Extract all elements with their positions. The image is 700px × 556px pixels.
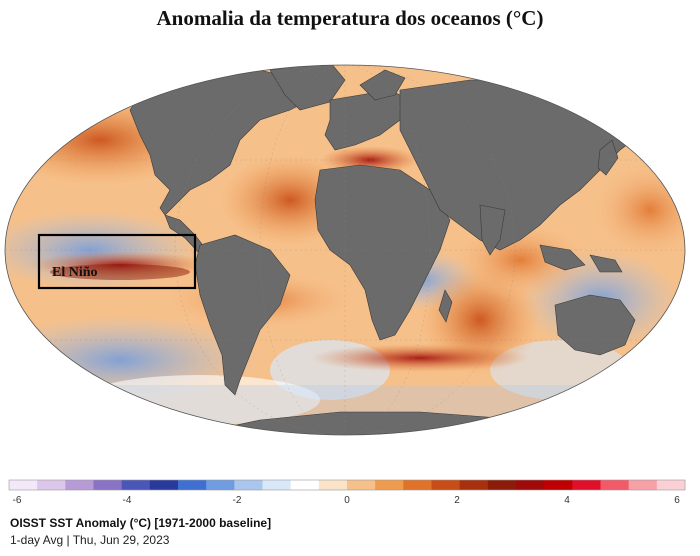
colorbar-frame bbox=[8, 479, 686, 491]
colorbar-swatch bbox=[656, 480, 686, 490]
globe-outline bbox=[4, 64, 686, 436]
colorbar-swatch bbox=[431, 480, 461, 490]
colorbar-swatch bbox=[375, 480, 404, 490]
colorbar-swatch bbox=[318, 480, 348, 490]
colorbar-swatch bbox=[403, 480, 432, 490]
colorbar-swatch bbox=[206, 480, 235, 490]
colorbar-tick-label: -2 bbox=[233, 495, 242, 506]
colorbar-swatch bbox=[234, 480, 263, 490]
colorbar-swatch bbox=[121, 480, 151, 490]
el-nino-annotation: El Niño bbox=[37, 233, 197, 290]
graticule bbox=[5, 65, 685, 435]
colorbar-swatch bbox=[487, 480, 517, 490]
colorbar-tick-label: 6 bbox=[674, 495, 680, 506]
sst-anomaly-map: El Niño bbox=[4, 64, 686, 436]
ocean-layer bbox=[5, 65, 685, 435]
colorbar-swatch bbox=[290, 480, 320, 490]
el-nino-label: El Niño bbox=[52, 265, 98, 280]
colorbar-swatch bbox=[37, 480, 66, 490]
colorbar-swatch bbox=[516, 480, 545, 490]
colorbar-swatch bbox=[347, 480, 376, 490]
colorbar: -6 -4 -2 0 2 4 6 bbox=[0, 474, 700, 510]
colorbar-swatch bbox=[572, 480, 601, 490]
colorbar-swatch bbox=[262, 480, 292, 490]
colorbar-swatch bbox=[93, 480, 123, 490]
colorbar-tick-label: -4 bbox=[123, 495, 132, 506]
colorbar-swatch bbox=[149, 480, 179, 490]
colorbar-swatch bbox=[178, 480, 207, 490]
colorbar-svg: -6 -4 -2 0 2 4 6 bbox=[8, 479, 686, 506]
colorbar-swatches bbox=[9, 480, 686, 490]
colorbar-tick-label: 4 bbox=[564, 495, 570, 506]
colorbar-swatch bbox=[544, 480, 573, 490]
map-title: Anomalia da temperatura dos oceanos (°C) bbox=[156, 6, 544, 30]
caption-sub: 1-day Avg | Thu, Jun 29, 2023 bbox=[10, 533, 170, 547]
el-nino-box bbox=[37, 233, 197, 290]
colorbar-swatch bbox=[9, 480, 38, 490]
colorbar-tick-label: -6 bbox=[13, 495, 22, 506]
colorbar-tick-label: 0 bbox=[344, 495, 350, 506]
colorbar-swatch bbox=[65, 480, 94, 490]
world-map: El Niño bbox=[0, 40, 700, 470]
caption-main: OISST SST Anomaly (°C) [1971-2000 baseli… bbox=[10, 516, 272, 530]
colorbar-swatch bbox=[600, 480, 630, 490]
colorbar-swatch bbox=[628, 480, 658, 490]
colorbar-swatch bbox=[459, 480, 489, 490]
colorbar-ticks: -6 -4 -2 0 2 4 6 bbox=[13, 495, 681, 506]
colorbar-tick-label: 2 bbox=[454, 495, 460, 506]
